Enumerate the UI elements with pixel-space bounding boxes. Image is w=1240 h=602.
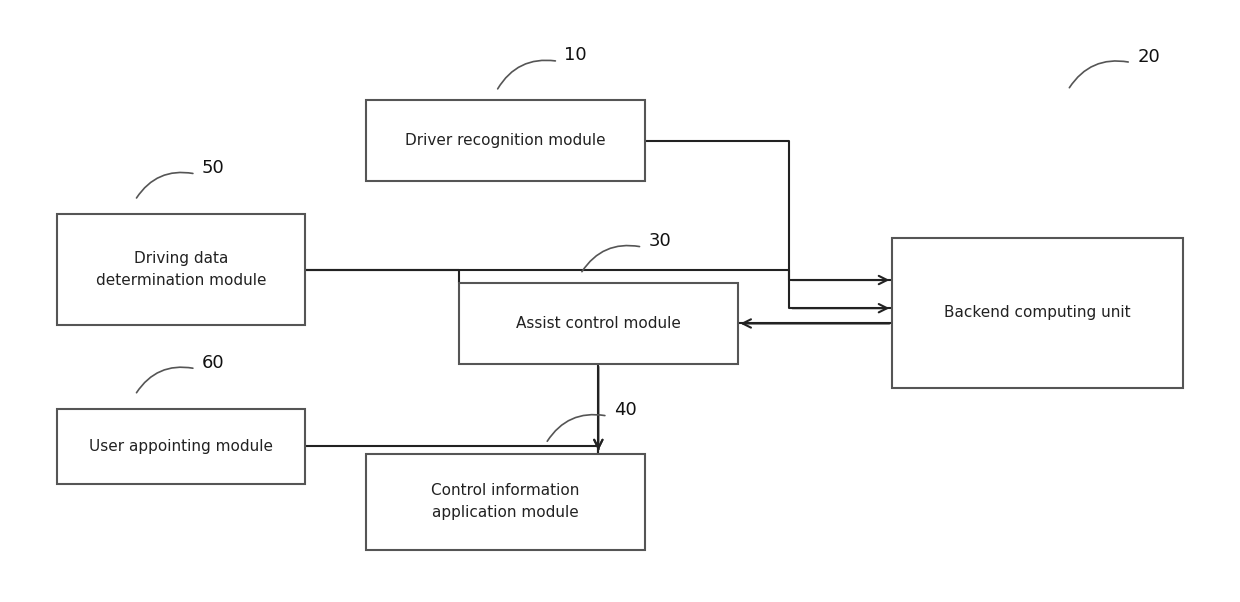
Text: User appointing module: User appointing module [89,439,273,454]
Text: Control information
application module: Control information application module [432,483,580,520]
Text: Backend computing unit: Backend computing unit [944,305,1131,320]
Text: 10: 10 [564,46,587,64]
Text: Driver recognition module: Driver recognition module [405,133,606,148]
Text: 40: 40 [614,401,636,419]
Bar [366,101,645,181]
Bar [57,409,305,484]
Bar [366,454,645,550]
Text: 60: 60 [202,354,224,371]
Text: 30: 30 [649,232,671,250]
Text: 50: 50 [202,159,224,177]
Text: Driving data
determination module: Driving data determination module [95,251,267,288]
Bar [459,283,738,364]
Bar [57,214,305,325]
Bar [893,238,1183,388]
Text: 20: 20 [1137,48,1159,66]
Text: Assist control module: Assist control module [516,316,681,331]
